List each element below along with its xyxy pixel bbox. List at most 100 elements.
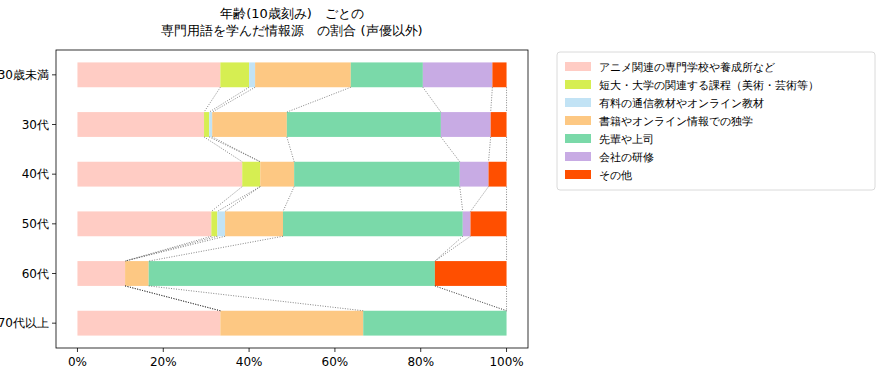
connector <box>209 87 249 112</box>
y-tick <box>52 74 56 75</box>
bar-segment <box>225 211 283 236</box>
connector <box>435 286 507 311</box>
category-label: 60代 <box>22 267 49 281</box>
connector <box>460 187 463 212</box>
x-tick <box>77 348 78 352</box>
title-line: 年齢(10歳刻み) ごとの <box>220 6 364 21</box>
connector <box>149 236 283 261</box>
legend-label: アニメ関連の専門学校や養成所など <box>599 61 775 74</box>
connector <box>217 187 260 212</box>
connector <box>283 187 294 212</box>
legend-label: その他 <box>599 169 632 182</box>
legend-label: 書籍やオンライン情報での独学 <box>599 115 753 128</box>
bar-segment <box>506 311 507 336</box>
legend-swatch <box>565 80 591 89</box>
bar-segment <box>489 162 507 187</box>
connector <box>489 137 491 162</box>
bar-segment <box>249 62 255 87</box>
category-label: 50代 <box>22 217 49 231</box>
x-tick-label: 80% <box>407 355 434 369</box>
connector <box>211 187 242 212</box>
connector <box>506 236 507 261</box>
bar-segment <box>77 162 242 187</box>
connector <box>435 286 507 311</box>
connector <box>506 87 507 112</box>
legend-box <box>557 52 875 190</box>
connector <box>225 187 260 212</box>
connector <box>212 137 260 162</box>
bar-segment <box>77 112 204 137</box>
connector <box>204 137 242 162</box>
connector <box>441 137 460 162</box>
plot-area <box>77 62 506 335</box>
category-label: 30代 <box>22 118 49 132</box>
legend-swatch <box>565 62 591 71</box>
x-tick <box>249 348 250 352</box>
bar-segment <box>492 62 506 87</box>
bar-segment <box>220 311 363 336</box>
x-tick-label: 40% <box>236 355 263 369</box>
legend-swatch <box>565 170 591 179</box>
x-tick-label: 20% <box>150 355 177 369</box>
y-tick <box>52 323 56 324</box>
title-line: 専門用語を学んだ情報源 の割合 (声優以外) <box>161 23 422 38</box>
bar-segment <box>506 311 507 336</box>
category-label: 40代 <box>22 167 49 181</box>
connector <box>125 236 225 261</box>
x-tick <box>334 348 335 352</box>
bar-segment <box>77 62 220 87</box>
bar-segment <box>242 162 260 187</box>
connector <box>125 286 220 311</box>
bar-segment <box>77 311 220 336</box>
bar-segment <box>441 112 491 137</box>
connector <box>125 286 220 311</box>
bar-segment <box>460 162 489 187</box>
bar-segment <box>363 311 506 336</box>
connector <box>287 87 351 112</box>
connector <box>209 137 260 162</box>
connector <box>435 236 471 261</box>
x-tick <box>420 348 421 352</box>
connector <box>435 236 463 261</box>
connector <box>149 286 364 311</box>
bar-segment <box>217 211 225 236</box>
y-tick <box>52 273 56 274</box>
x-tick-label: 0% <box>68 355 87 369</box>
connector <box>125 286 220 311</box>
bar-segment <box>294 162 460 187</box>
bar-segment <box>491 112 507 137</box>
x-tick-label: 100% <box>489 355 523 369</box>
bar-segment <box>260 162 294 187</box>
x-tick <box>506 348 507 352</box>
connector <box>491 87 493 112</box>
plot-frame <box>56 50 528 348</box>
bar-segment <box>125 261 149 286</box>
bar-segment <box>471 211 507 236</box>
bar-segment <box>211 211 217 236</box>
connector <box>506 187 507 212</box>
legend-swatch <box>565 98 591 107</box>
y-tick <box>52 223 56 224</box>
bar-segment <box>220 62 249 87</box>
bar-segment <box>77 261 125 286</box>
bar-segment <box>204 112 209 137</box>
bar-segment <box>351 62 423 87</box>
connector <box>423 87 441 112</box>
chart: 年齢(10歳刻み) ごとの専門用語を学んだ情報源 の割合 (声優以外) 0% 20%… <box>0 0 887 383</box>
x-tick <box>163 348 164 352</box>
connector <box>506 286 507 311</box>
bar-segment <box>77 211 211 236</box>
legend-swatch <box>565 134 591 143</box>
legend-label: 会社の研修 <box>599 151 654 164</box>
bar-segment <box>209 112 212 137</box>
bar-segment <box>255 62 351 87</box>
category-label: 70代以上 <box>0 316 49 330</box>
bar-segment <box>212 112 287 137</box>
bar-segment <box>287 112 441 137</box>
legend-swatch <box>565 116 591 125</box>
bar-segment <box>423 62 493 87</box>
connector <box>287 137 294 162</box>
bar-segment <box>435 261 507 286</box>
bar-segment <box>149 261 435 286</box>
connector <box>125 236 217 261</box>
